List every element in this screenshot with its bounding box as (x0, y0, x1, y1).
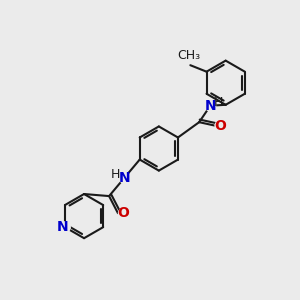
Text: CH₃: CH₃ (177, 49, 200, 62)
Text: N: N (57, 220, 68, 234)
Circle shape (205, 100, 216, 111)
Text: N: N (205, 99, 216, 113)
Circle shape (60, 222, 70, 232)
Text: H: H (214, 96, 223, 109)
Circle shape (215, 121, 224, 130)
Text: H: H (111, 168, 120, 181)
Text: O: O (214, 119, 226, 133)
Circle shape (119, 172, 130, 183)
Text: O: O (117, 206, 129, 220)
Circle shape (118, 208, 128, 218)
Text: N: N (118, 171, 130, 185)
